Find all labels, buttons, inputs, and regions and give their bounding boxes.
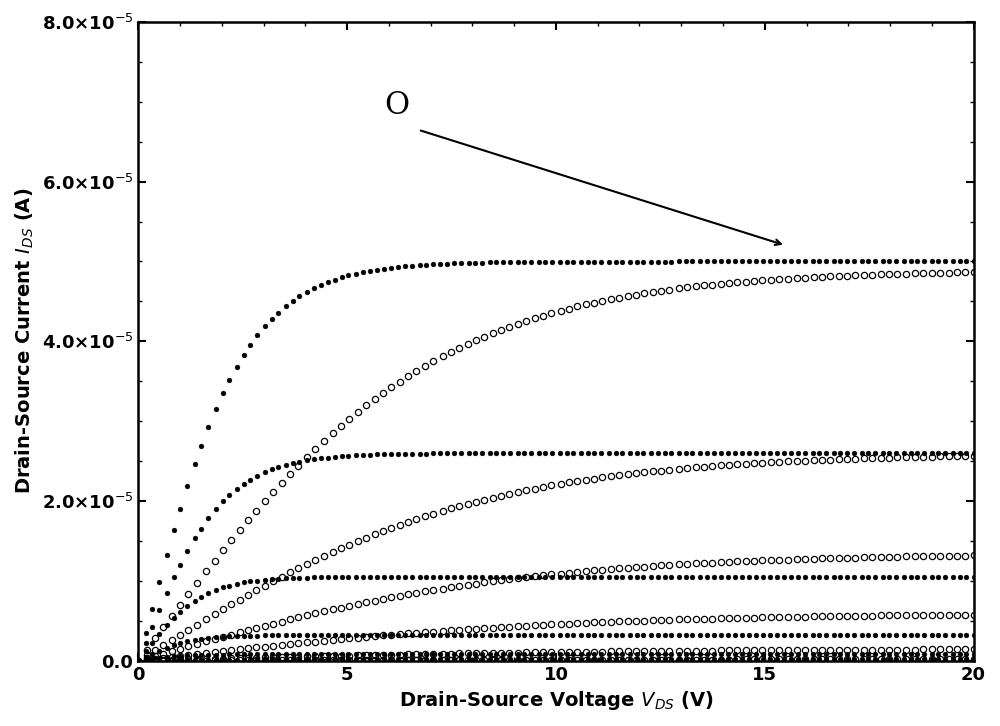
Y-axis label: Drain-Source Current $I_{DS}$ (A): Drain-Source Current $I_{DS}$ (A) [14,188,36,494]
X-axis label: Drain-Source Voltage $V_{DS}$ (V): Drain-Source Voltage $V_{DS}$ (V) [399,689,713,712]
Text: O: O [385,90,410,121]
